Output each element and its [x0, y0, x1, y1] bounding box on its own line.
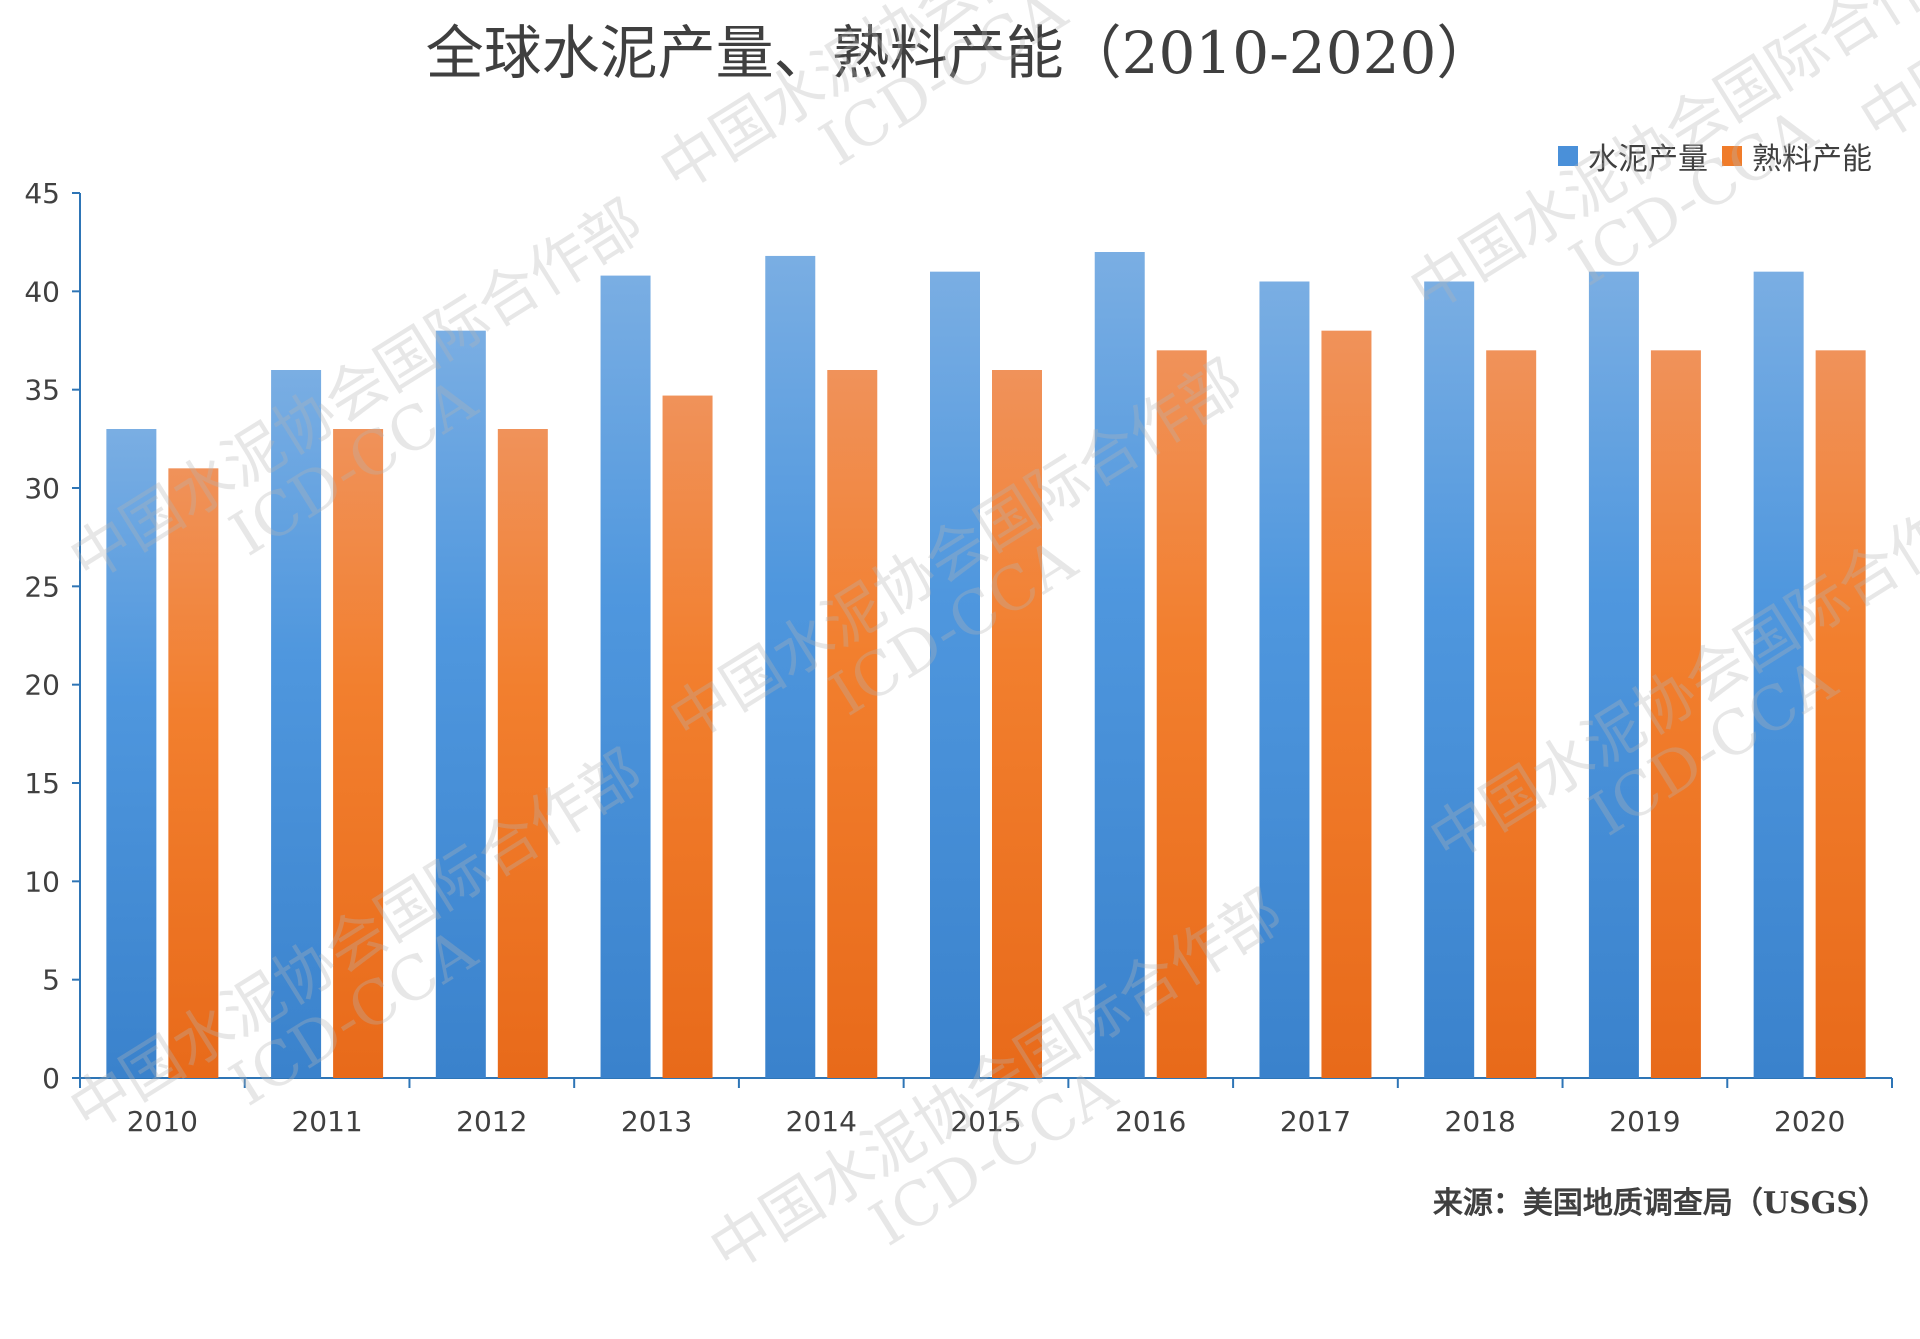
y-tick-label-40: 40	[24, 275, 60, 308]
bar-cement-2010	[106, 429, 157, 1078]
legend-label-clinker: 熟料产能	[1752, 142, 1872, 177]
bar-clinker-2013	[662, 395, 713, 1079]
tick-labels: 0 5 10 15 20 25 30 35 40 45 2010 2011 2012 2013 2014 20…	[24, 177, 1845, 1138]
legend-item-cement: 水泥产量	[1558, 134, 1708, 178]
chart-title: 全球水泥产量、熟料产能（2010-2020）	[425, 19, 1495, 87]
y-tick-label-35: 35	[24, 374, 60, 407]
x-tick-label-2016: 2016	[1115, 1105, 1186, 1138]
bar-clinker-2014	[827, 370, 878, 1078]
bar-cement-2013	[600, 275, 651, 1079]
x-tick-label-2018: 2018	[1445, 1105, 1516, 1138]
x-tick-label-2011: 2011	[291, 1105, 362, 1138]
bar-cement-2015	[930, 271, 980, 1079]
x-tick-label-2014: 2014	[786, 1105, 857, 1138]
y-tick-label-5: 5	[42, 964, 60, 997]
bar-clinker-2010	[168, 468, 219, 1078]
legend-swatch-clinker	[1722, 146, 1742, 166]
bar-cement-2018	[1424, 281, 1475, 1078]
y-tick-label-20: 20	[24, 669, 60, 702]
legend: 水泥产量 熟料产能	[1558, 134, 1872, 178]
bar-cement-2020	[1753, 271, 1804, 1079]
bar-clinker-2020	[1815, 350, 1866, 1078]
bar-clinker-2019	[1650, 350, 1701, 1078]
y-tick-label-45: 45	[24, 177, 60, 210]
bar-cement-2014	[765, 255, 816, 1078]
y-tick-label-30: 30	[24, 472, 60, 505]
bar-clinker-2012	[497, 429, 548, 1078]
chart-container: 全球水泥产量、熟料产能（2010-2020） 水泥产量 熟料产能 0 5 10	[24, 19, 1893, 1221]
bar-cement-2011	[271, 370, 322, 1078]
bar-clinker-2015	[992, 370, 1042, 1078]
legend-label-cement: 水泥产量	[1588, 142, 1708, 177]
bar-clinker-2017	[1321, 330, 1372, 1079]
bar-clinker-2011	[333, 429, 384, 1078]
bar-cement-2012	[435, 330, 486, 1079]
y-tick-label-0: 0	[42, 1062, 60, 1095]
x-tick-label-2020: 2020	[1774, 1105, 1845, 1138]
x-tick-label-2017: 2017	[1280, 1105, 1351, 1138]
x-tick-label-2012: 2012	[456, 1105, 527, 1138]
legend-swatch-cement	[1558, 146, 1578, 166]
y-tick-label-15: 15	[24, 767, 60, 800]
legend-item-clinker: 熟料产能	[1722, 134, 1872, 178]
y-tick-label-25: 25	[24, 570, 60, 603]
bar-clinker-2018	[1486, 350, 1537, 1078]
source-note: 来源：美国地质调查局（USGS）	[1432, 1186, 1888, 1221]
bar-clinker-2016	[1156, 350, 1207, 1078]
y-tick-label-10: 10	[24, 865, 60, 898]
bar-chart-svg: 0 5 10 15 20 25 30 35 40 45 2010 2011 2012 2013 2014 20…	[24, 177, 1893, 1138]
bars	[106, 252, 1866, 1079]
x-tick-label-2019: 2019	[1609, 1105, 1680, 1138]
bar-cement-2016	[1094, 252, 1145, 1078]
x-tick-label-2015: 2015	[950, 1105, 1021, 1138]
bar-cement-2019	[1588, 271, 1639, 1079]
x-tick-label-2013: 2013	[621, 1105, 692, 1138]
bar-cement-2017	[1259, 281, 1310, 1078]
x-tick-label-2010: 2010	[127, 1105, 198, 1138]
